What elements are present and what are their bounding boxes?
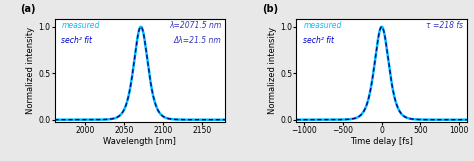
X-axis label: Wavelength [nm]: Wavelength [nm] xyxy=(103,137,176,147)
Text: (b): (b) xyxy=(263,4,279,14)
Text: τ =218 fs: τ =218 fs xyxy=(427,21,464,30)
Text: sech² fit: sech² fit xyxy=(303,36,334,45)
Text: λ=2071.5 nm: λ=2071.5 nm xyxy=(169,21,221,30)
Text: measured: measured xyxy=(61,21,100,30)
Text: sech² fit: sech² fit xyxy=(61,36,92,45)
X-axis label: Time delay [fs]: Time delay [fs] xyxy=(350,137,413,147)
Y-axis label: Normalized intensity: Normalized intensity xyxy=(268,27,277,114)
Text: Δλ=21.5 nm: Δλ=21.5 nm xyxy=(174,36,221,45)
Text: (a): (a) xyxy=(20,4,36,14)
Y-axis label: Normalized intensity: Normalized intensity xyxy=(27,27,36,114)
Text: measured: measured xyxy=(303,21,342,30)
